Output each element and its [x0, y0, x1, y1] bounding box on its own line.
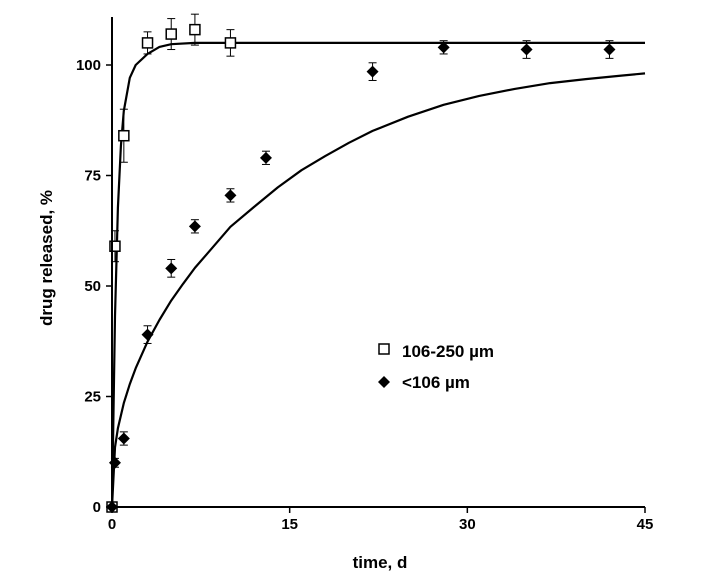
data-point-106-250: [189, 23, 201, 36]
data-point-lt106: [520, 43, 533, 56]
data-point-lt106: [437, 41, 450, 54]
data-point-lt106: [141, 328, 154, 341]
data-point-lt106: [366, 65, 379, 78]
data-point-lt106: [108, 456, 121, 469]
data-point-106-250: [165, 28, 177, 40]
data-point-106-250: [224, 37, 237, 49]
fit-curve-series-1: [110, 41, 645, 508]
data-point-lt106: [603, 43, 616, 56]
x-tick-label: 15: [281, 516, 298, 533]
y-axis-title: drug released, %: [37, 190, 56, 326]
fit-curve-series-2: [110, 72, 646, 508]
x-tick-label: 0: [108, 516, 116, 533]
data-point-106-250: [109, 240, 121, 252]
y-tick-label: 0: [93, 499, 101, 516]
x-tick-label: 45: [637, 516, 654, 533]
y-tick-label: 50: [84, 278, 101, 295]
legend-label-lt106: <106 µm: [402, 373, 470, 392]
legend-label-106-250: 106-250 µm: [402, 342, 494, 361]
data-point-106-250: [141, 37, 154, 49]
ticks: 0 25 50 75 100 0 15 30 45: [76, 57, 653, 533]
y-tick-label: 75: [84, 168, 101, 185]
data-point-lt106: [188, 220, 201, 233]
data-point-lt106: [259, 151, 272, 164]
plot-area: [106, 13, 646, 513]
legend: 106-250 µm <106 µm: [378, 342, 494, 392]
legend-marker-open-square: [378, 343, 390, 355]
data-point-lt106: [117, 432, 130, 445]
axes: [111, 17, 645, 508]
data-point-106-250: [118, 129, 130, 142]
x-tick-label: 30: [459, 516, 476, 533]
data-point-lt106: [224, 189, 237, 202]
data-point-lt106: [165, 262, 178, 275]
y-tick-label: 25: [84, 389, 101, 406]
legend-marker-filled-diamond: [378, 376, 390, 388]
x-axis-title: time, d: [353, 553, 408, 572]
y-tick-label: 100: [76, 57, 101, 74]
